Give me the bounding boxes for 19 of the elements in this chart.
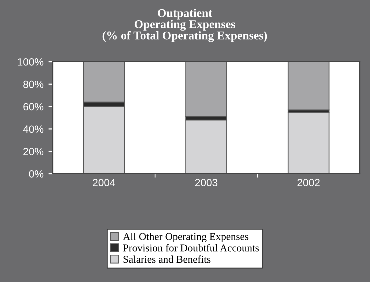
legend-label: Provision for Doubtful Accounts bbox=[123, 244, 260, 252]
bar bbox=[83, 62, 126, 103]
bar bbox=[186, 62, 228, 118]
bar bbox=[288, 62, 330, 111]
bar bbox=[288, 112, 330, 174]
y-tick-label: 100% bbox=[18, 58, 44, 66]
y-tick-label: 20% bbox=[24, 148, 44, 156]
bar bbox=[83, 106, 126, 174]
x-tick-label: 2004 bbox=[93, 179, 116, 187]
legend-label: All Other Operating Expenses bbox=[123, 232, 249, 242]
x-tick-label: 2002 bbox=[298, 179, 320, 187]
chart-title: Outpatient Operating Expenses (% of Total Operating Expenses) bbox=[102, 9, 268, 42]
y-tick-label: 80% bbox=[24, 80, 44, 88]
bar bbox=[186, 120, 228, 174]
y-tick-label: 40% bbox=[23, 126, 44, 134]
y-tick-label: 0% bbox=[29, 170, 44, 178]
legend-label: Salaries and Benefits bbox=[124, 256, 211, 264]
x-tick-label: 2003 bbox=[195, 179, 218, 187]
y-tick-label: 60% bbox=[24, 103, 44, 111]
